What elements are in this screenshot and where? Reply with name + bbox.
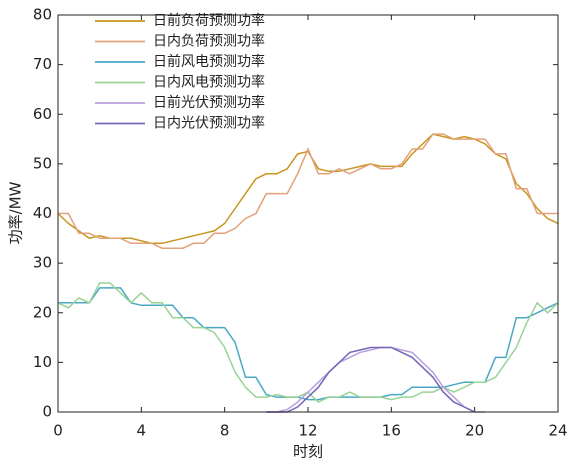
y-tick-label: 50	[33, 154, 52, 172]
series-line	[266, 346, 476, 413]
y-tick-label: 20	[33, 303, 52, 321]
legend-label: 日前光伏预测功率	[153, 94, 265, 111]
legend-label: 日前风电预测功率	[153, 53, 265, 70]
y-tick-label: 0	[42, 403, 52, 421]
x-tick-label: 8	[220, 422, 230, 440]
x-axis-label: 时刻	[293, 443, 323, 461]
y-tick-label: 40	[33, 204, 52, 222]
y-tick-label: 70	[33, 55, 52, 73]
series-line	[266, 346, 486, 413]
legend-label: 日内负荷预测功率	[153, 33, 265, 50]
x-tick-label: 4	[137, 422, 147, 440]
legend-label: 日内光伏预测功率	[153, 115, 265, 132]
x-tick-label: 20	[465, 422, 484, 440]
legend-label: 日内风电预测功率	[153, 74, 265, 91]
y-tick-label: 60	[33, 105, 52, 123]
series-line	[58, 133, 558, 249]
x-tick-label: 0	[53, 422, 63, 440]
y-tick-label: 10	[33, 353, 52, 371]
series-line	[57, 282, 559, 404]
y-tick-label: 30	[33, 254, 52, 272]
x-tick-label: 12	[298, 422, 317, 440]
y-tick-label: 80	[33, 6, 52, 24]
y-axis-label: 功率/MW	[7, 181, 25, 244]
legend-label: 日前负荷预测功率	[153, 12, 265, 29]
plot-frame	[57, 14, 559, 413]
x-tick-label: 16	[382, 422, 401, 440]
x-tick-label: 24	[548, 422, 567, 440]
